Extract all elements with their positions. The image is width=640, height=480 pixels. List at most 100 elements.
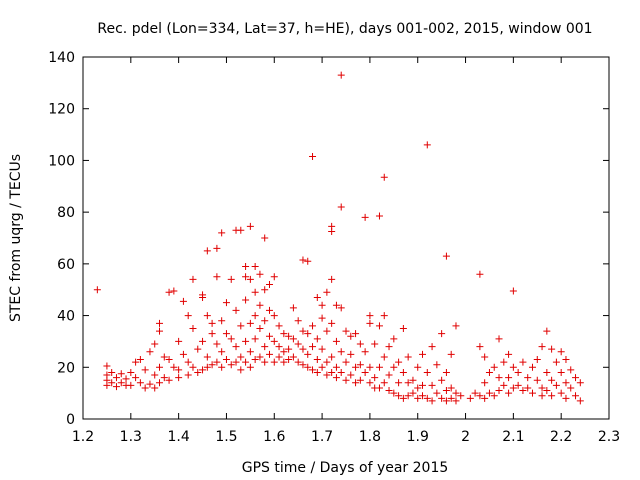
y-tick-label: 80 (57, 205, 75, 221)
data-point (337, 71, 345, 79)
y-tick-label: 0 (66, 412, 75, 428)
data-point (438, 330, 446, 338)
data-point (495, 387, 503, 395)
axis-ticks: 1.2 1.3 1.4 1.5 1.6 1.7 1.8 1.9 2 2.1 2.2 2.3 0 20 40 6… (48, 50, 620, 445)
data-point (242, 273, 250, 281)
data-point (289, 304, 297, 312)
y-tick-label: 60 (57, 257, 75, 273)
data-point (433, 389, 441, 397)
data-point (567, 384, 575, 392)
data-point (366, 319, 374, 327)
data-point (313, 293, 321, 301)
data-point (505, 389, 513, 397)
data-point (476, 270, 484, 278)
data-point (332, 301, 340, 309)
data-point (528, 389, 536, 397)
data-point (548, 345, 556, 353)
data-point (414, 384, 422, 392)
data-point (222, 356, 230, 364)
data-point (242, 296, 250, 304)
y-tick-label: 120 (48, 102, 75, 118)
data-point (371, 340, 379, 348)
data-point (352, 330, 360, 338)
data-point (524, 384, 532, 392)
data-point (265, 350, 273, 358)
y-tick-label: 20 (57, 360, 75, 376)
data-point (170, 287, 178, 295)
data-point (543, 368, 551, 376)
data-point (218, 229, 226, 237)
data-point (543, 387, 551, 395)
data-point (514, 381, 522, 389)
data-point (576, 379, 584, 387)
data-point (572, 374, 580, 382)
data-point (447, 350, 455, 358)
data-point (251, 356, 259, 364)
data-point (265, 281, 273, 289)
x-tick-label: 1.7 (311, 429, 333, 445)
data-point (409, 389, 417, 397)
data-point (328, 319, 336, 327)
data-point (452, 322, 460, 330)
data-point (189, 325, 197, 332)
data-point (103, 362, 111, 370)
data-point (409, 376, 417, 384)
data-point (246, 275, 254, 283)
x-tick-label: 1.5 (215, 429, 237, 445)
data-point (156, 319, 164, 327)
data-point (280, 358, 288, 366)
data-point (438, 394, 446, 402)
data-point (251, 335, 259, 343)
data-point (466, 394, 474, 402)
data-point (347, 371, 355, 379)
data-point (189, 275, 197, 283)
x-tick-label: 2.3 (598, 429, 620, 445)
data-point (232, 306, 240, 314)
data-point (227, 335, 235, 343)
data-point (156, 363, 164, 371)
data-point (457, 392, 465, 400)
data-point (495, 374, 503, 382)
data-point (332, 337, 340, 345)
data-point (552, 381, 560, 389)
data-point (179, 297, 187, 305)
y-tick-label: 40 (57, 309, 75, 325)
data-point (414, 363, 422, 371)
data-point (213, 273, 221, 281)
data-point (122, 375, 130, 383)
data-point (505, 350, 513, 358)
data-point (170, 363, 178, 371)
y-tick-label: 140 (48, 50, 75, 66)
data-point (242, 358, 250, 366)
data-point (404, 392, 412, 400)
data-point (184, 371, 192, 379)
data-point (442, 387, 450, 395)
data-point (352, 363, 360, 371)
data-point (323, 358, 331, 366)
data-point (548, 376, 556, 384)
data-point (199, 293, 207, 301)
data-point (380, 379, 388, 387)
data-point (179, 350, 187, 358)
data-point (275, 343, 283, 351)
x-tick-label: 1.4 (168, 429, 190, 445)
data-point (481, 394, 489, 402)
data-point (117, 379, 125, 387)
data-point (294, 317, 302, 325)
data-point (213, 244, 221, 252)
data-point (366, 363, 374, 371)
data-point (256, 301, 264, 309)
data-point (352, 379, 360, 387)
data-point (490, 392, 498, 400)
data-point (294, 358, 302, 366)
x-tick-label: 1.8 (359, 429, 381, 445)
data-point (93, 286, 101, 294)
data-point (165, 288, 173, 296)
data-point (237, 322, 245, 330)
data-point (528, 363, 536, 371)
data-point (117, 370, 125, 378)
data-point (218, 317, 226, 325)
data-point (299, 256, 307, 264)
x-tick-label: 1.6 (263, 429, 285, 445)
